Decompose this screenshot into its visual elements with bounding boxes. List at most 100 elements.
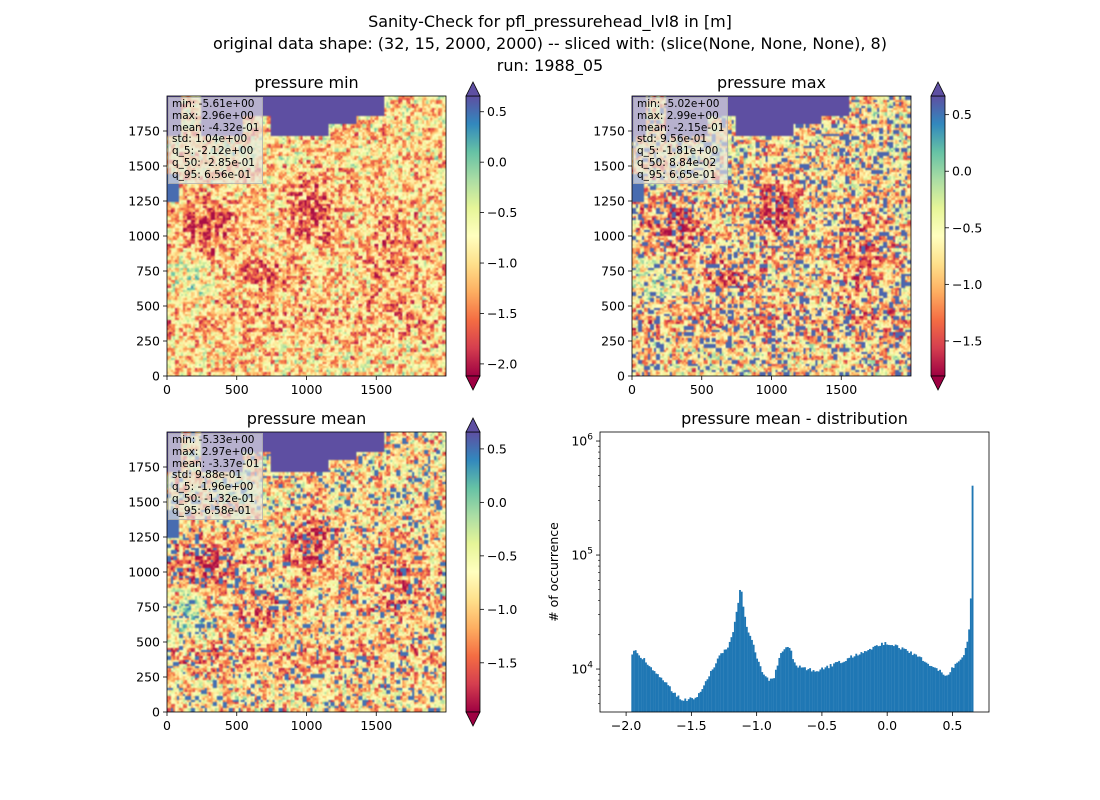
histogram-bar <box>817 671 820 712</box>
x-tick-label: 0 <box>628 382 636 397</box>
histogram-bar <box>807 669 810 712</box>
stats-line: max: 2.97e+00 <box>172 445 254 458</box>
histogram-bar <box>908 652 911 712</box>
panel-title: pressure max <box>717 73 826 92</box>
histogram-bar <box>663 682 666 712</box>
x-tick-label: 0.5 <box>943 718 963 733</box>
histogram-bar <box>858 654 861 712</box>
x-tick-label: 1500 <box>825 382 857 397</box>
histogram-bar <box>829 664 832 712</box>
histogram-bar <box>882 645 885 712</box>
histogram-bar <box>872 646 875 712</box>
histogram-bar <box>786 647 789 712</box>
stats-box: min: -5.02e+00 max: 2.99e+00 mean: -2.15e-… <box>633 97 729 184</box>
stats-line: q_5: -1.96e+00 <box>172 481 254 494</box>
histogram-bar <box>655 673 658 712</box>
histogram-bar <box>790 650 793 712</box>
histogram-bar <box>896 645 899 712</box>
histogram-bar <box>677 695 680 712</box>
histogram-bar <box>733 621 736 712</box>
stats-line: q_5: -1.81e+00 <box>637 145 719 158</box>
x-tick-label: −2.0 <box>611 718 641 733</box>
histogram-bar <box>966 641 969 712</box>
y-tick-label: 0 <box>152 705 160 720</box>
histogram-bar <box>747 632 750 712</box>
histogram-bar <box>944 675 947 712</box>
histogram-bar <box>875 645 878 712</box>
colorbar-tick-label: −0.5 <box>487 205 517 220</box>
histogram-bar <box>851 657 854 712</box>
y-tick-label: 750 <box>136 264 160 279</box>
histogram-bar <box>716 658 719 712</box>
y-tick-label-exponent: 4 <box>587 661 593 671</box>
histogram-bar <box>735 611 738 712</box>
histogram-bar <box>759 666 762 712</box>
stats-line: mean: -4.32e-01 <box>172 121 260 134</box>
histogram-bar <box>658 677 661 712</box>
x-tick-label: 0.0 <box>877 718 897 733</box>
histogram-bar <box>701 689 704 712</box>
histogram-bar <box>696 697 699 712</box>
histogram-bar <box>945 675 948 712</box>
histogram-bar <box>706 679 709 712</box>
x-tick-label: −0.5 <box>807 718 837 733</box>
panel-title: pressure mean <box>247 409 367 428</box>
y-tick-label: 500 <box>136 299 160 314</box>
histogram-bar <box>788 647 791 712</box>
histogram-bar <box>737 602 740 712</box>
colorbar-extend-bottom <box>465 711 481 727</box>
y-tick-label-base: 10 <box>571 434 587 449</box>
histogram-bar <box>894 644 897 712</box>
x-tick-label: 1500 <box>360 718 392 733</box>
suptitle-line-1: Sanity-Check for pfl_pressurehead_lvl8 i… <box>368 12 732 31</box>
y-tick-label: 1500 <box>593 159 625 174</box>
histogram-bar <box>730 637 733 712</box>
colorbar-extend-top <box>930 81 946 97</box>
histogram-bar <box>853 656 856 712</box>
histogram-bar <box>780 653 782 712</box>
histogram-bar <box>792 659 794 712</box>
histogram-bar <box>732 632 735 712</box>
histogram-bar <box>752 644 755 712</box>
x-tick-label: 500 <box>690 382 714 397</box>
y-axis-label: # of occurrence <box>546 522 561 622</box>
histogram-bar <box>703 685 706 712</box>
histogram-bar <box>942 674 945 712</box>
y-tick-label: 1750 <box>593 124 625 139</box>
histogram-bar <box>839 663 842 712</box>
colorbar-tick-label: 0.5 <box>487 104 507 119</box>
y-tick-label: 250 <box>136 334 160 349</box>
histogram-bar <box>805 670 808 712</box>
histogram-bar <box>699 691 702 712</box>
stats-line: q_95: 6.65e-01 <box>637 168 717 181</box>
colorbar-extend-top <box>465 81 481 97</box>
histogram-bar <box>667 685 670 712</box>
histogram-bar <box>843 661 846 712</box>
histogram-bar <box>682 700 685 712</box>
histogram-bar <box>940 672 943 712</box>
histogram-bar <box>865 651 868 712</box>
y-tick-label: 500 <box>136 635 160 650</box>
histogram-bar <box>638 655 641 712</box>
histogram-bar <box>797 667 800 712</box>
histogram-bar <box>870 649 873 712</box>
histogram-bar <box>636 653 639 712</box>
histogram-bar <box>952 667 955 712</box>
histogram-bar <box>824 667 827 712</box>
stats-line: mean: -2.15e-01 <box>637 121 725 134</box>
colorbar-tick-label: −0.5 <box>487 548 517 563</box>
histogram-bar <box>691 698 694 712</box>
stats-line: q_50: -1.32e-01 <box>172 492 255 505</box>
y-tick-label: 750 <box>601 264 625 279</box>
histogram-bar <box>798 665 801 712</box>
histogram-bar <box>927 663 930 712</box>
stats-box: min: -5.33e+00 max: 2.97e+00 mean: -3.37e-… <box>168 433 264 520</box>
histogram-bar <box>686 700 688 712</box>
y-tick-label: 105 <box>571 547 593 563</box>
histogram-bar <box>675 696 678 712</box>
stats-line: q_95: 6.58e-01 <box>172 504 252 517</box>
histogram-bar <box>764 676 767 712</box>
y-tick-label-exponent: 5 <box>587 547 593 557</box>
histogram-bar <box>665 682 668 712</box>
histogram-bar <box>740 591 743 712</box>
